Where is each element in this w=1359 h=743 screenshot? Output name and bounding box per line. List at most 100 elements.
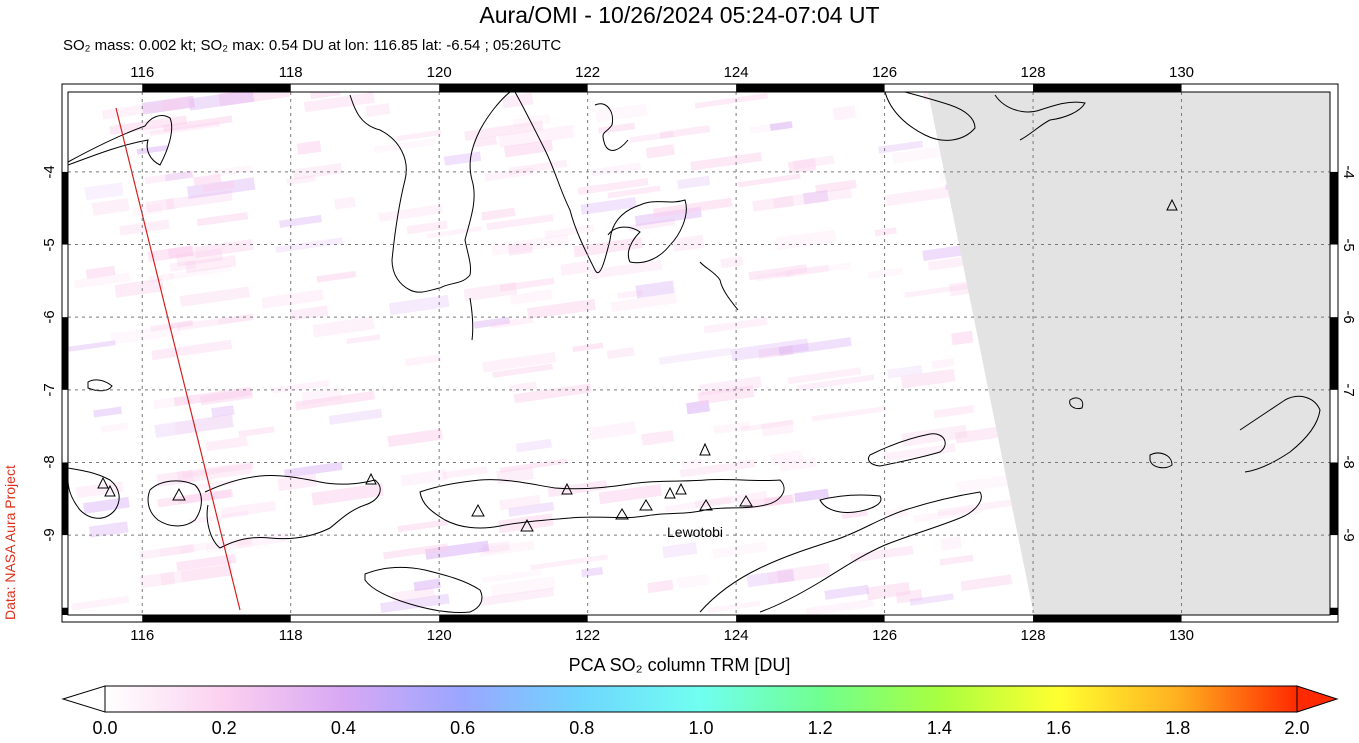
colorbar-tick-label: 1.8 — [1165, 718, 1191, 738]
so2-pixel — [71, 595, 130, 611]
so2-pixel — [490, 576, 556, 598]
so2-pixel — [211, 405, 235, 418]
volcano-marker — [675, 482, 687, 495]
so2-pixel — [202, 180, 235, 193]
so2-pixel — [176, 461, 253, 484]
y-tick-label: -7 — [41, 383, 58, 397]
so2-pixel — [147, 245, 195, 262]
volcano-marker — [664, 486, 676, 499]
so2-pixel — [101, 99, 182, 120]
so2-pixel — [913, 506, 981, 523]
so2-pixel — [794, 488, 829, 503]
volcano-label-lewotobi: Lewotobi — [667, 524, 724, 540]
so2-pixel — [707, 600, 761, 614]
so2-pixel — [743, 494, 795, 510]
so2-pixel — [136, 144, 169, 155]
colorbar-tick-label: 1.4 — [926, 718, 952, 738]
border-bar-segment — [1033, 615, 1182, 622]
volcano-marker — [699, 499, 713, 511]
so2-pixel — [779, 457, 817, 472]
so2-pixel — [85, 265, 116, 279]
so2-pixel — [482, 351, 557, 373]
colorbar-tick-label: 0.2 — [211, 718, 237, 738]
x-tick-label: 116 — [130, 627, 155, 644]
so2-pixel — [295, 390, 375, 411]
so2-pixel — [635, 280, 675, 299]
border-bar-segment — [1330, 317, 1338, 390]
so2-pixel — [221, 500, 277, 518]
so2-pixel — [218, 92, 291, 107]
y-tick-label: -4 — [41, 165, 58, 179]
so2-pixel — [787, 158, 817, 174]
x-tick-label: 122 — [575, 627, 601, 644]
so2-pixel — [217, 314, 252, 325]
so2-pixel — [530, 554, 608, 571]
so2-pixel — [811, 405, 887, 422]
y-tick-label: -6 — [1340, 310, 1357, 324]
so2-pixel — [197, 212, 249, 227]
y-tick-label: -6 — [41, 310, 58, 324]
gridlines — [68, 92, 1330, 615]
so2-pixel — [413, 578, 441, 592]
border-bar-segment — [736, 84, 885, 92]
so2-pixel — [685, 400, 710, 415]
so2-pixel — [316, 270, 357, 283]
so2-pixel — [286, 174, 316, 186]
x-tick-label: 120 — [426, 627, 452, 644]
so2-pixel — [904, 282, 981, 298]
so2-pixel — [598, 122, 635, 135]
so2-pixel — [171, 339, 233, 358]
so2-pixel — [275, 237, 343, 253]
so2-pixel — [501, 92, 534, 109]
so2-pixel — [775, 262, 852, 279]
border-bar-segment — [62, 462, 68, 536]
so2-pixel — [901, 424, 968, 447]
so2-pixel — [749, 120, 794, 135]
so2-pixel — [186, 177, 256, 199]
so2-pixel — [886, 364, 923, 379]
so2-pixel — [168, 265, 232, 280]
colorbar-tick-label: 1.0 — [688, 718, 714, 738]
so2-pixel — [572, 342, 604, 353]
so2-pixel — [752, 195, 795, 212]
so2-pixel — [492, 363, 554, 378]
so2-pixel — [296, 140, 322, 155]
so2-pixel — [310, 92, 341, 100]
so2-pixel — [193, 173, 222, 186]
so2-pixel — [730, 338, 809, 362]
so2-pixel — [895, 589, 923, 604]
so2-pixel — [499, 494, 541, 511]
so2-pixel — [694, 491, 768, 509]
so2-pixel — [160, 563, 234, 586]
colorbar-tick-label: 1.6 — [1046, 718, 1072, 738]
so2-pixel — [628, 218, 676, 232]
so2-pixel — [652, 197, 733, 218]
so2-pixel — [508, 501, 555, 517]
so2-pixel — [311, 483, 384, 506]
y-tick-label: -7 — [1340, 383, 1357, 397]
so2-pixel — [443, 151, 482, 166]
so2-pixel — [931, 358, 955, 370]
so2-pixel — [205, 538, 253, 553]
so2-pixel — [939, 554, 974, 566]
so2-pixel — [162, 115, 233, 132]
so2-pixel — [883, 443, 956, 462]
data-layer — [68, 92, 1330, 615]
volcano-marker — [97, 476, 109, 489]
volcano-marker — [365, 472, 377, 485]
so2-pixel — [712, 541, 768, 559]
no-data-region — [928, 92, 1330, 615]
so2-pixel — [641, 430, 675, 446]
x-tick-label: 122 — [575, 64, 601, 81]
so2-pixel — [526, 298, 596, 320]
so2-pixel — [174, 414, 233, 435]
so2-pixel — [380, 593, 450, 614]
so2-pixel — [509, 289, 553, 305]
so2-pixel — [149, 121, 220, 137]
so2-pixel — [100, 422, 129, 433]
so2-pixel — [664, 496, 732, 513]
so2-pixel — [787, 367, 862, 385]
border-bar-segment — [439, 84, 588, 92]
so2-pixel — [713, 421, 751, 435]
volcano-marker — [104, 484, 116, 497]
